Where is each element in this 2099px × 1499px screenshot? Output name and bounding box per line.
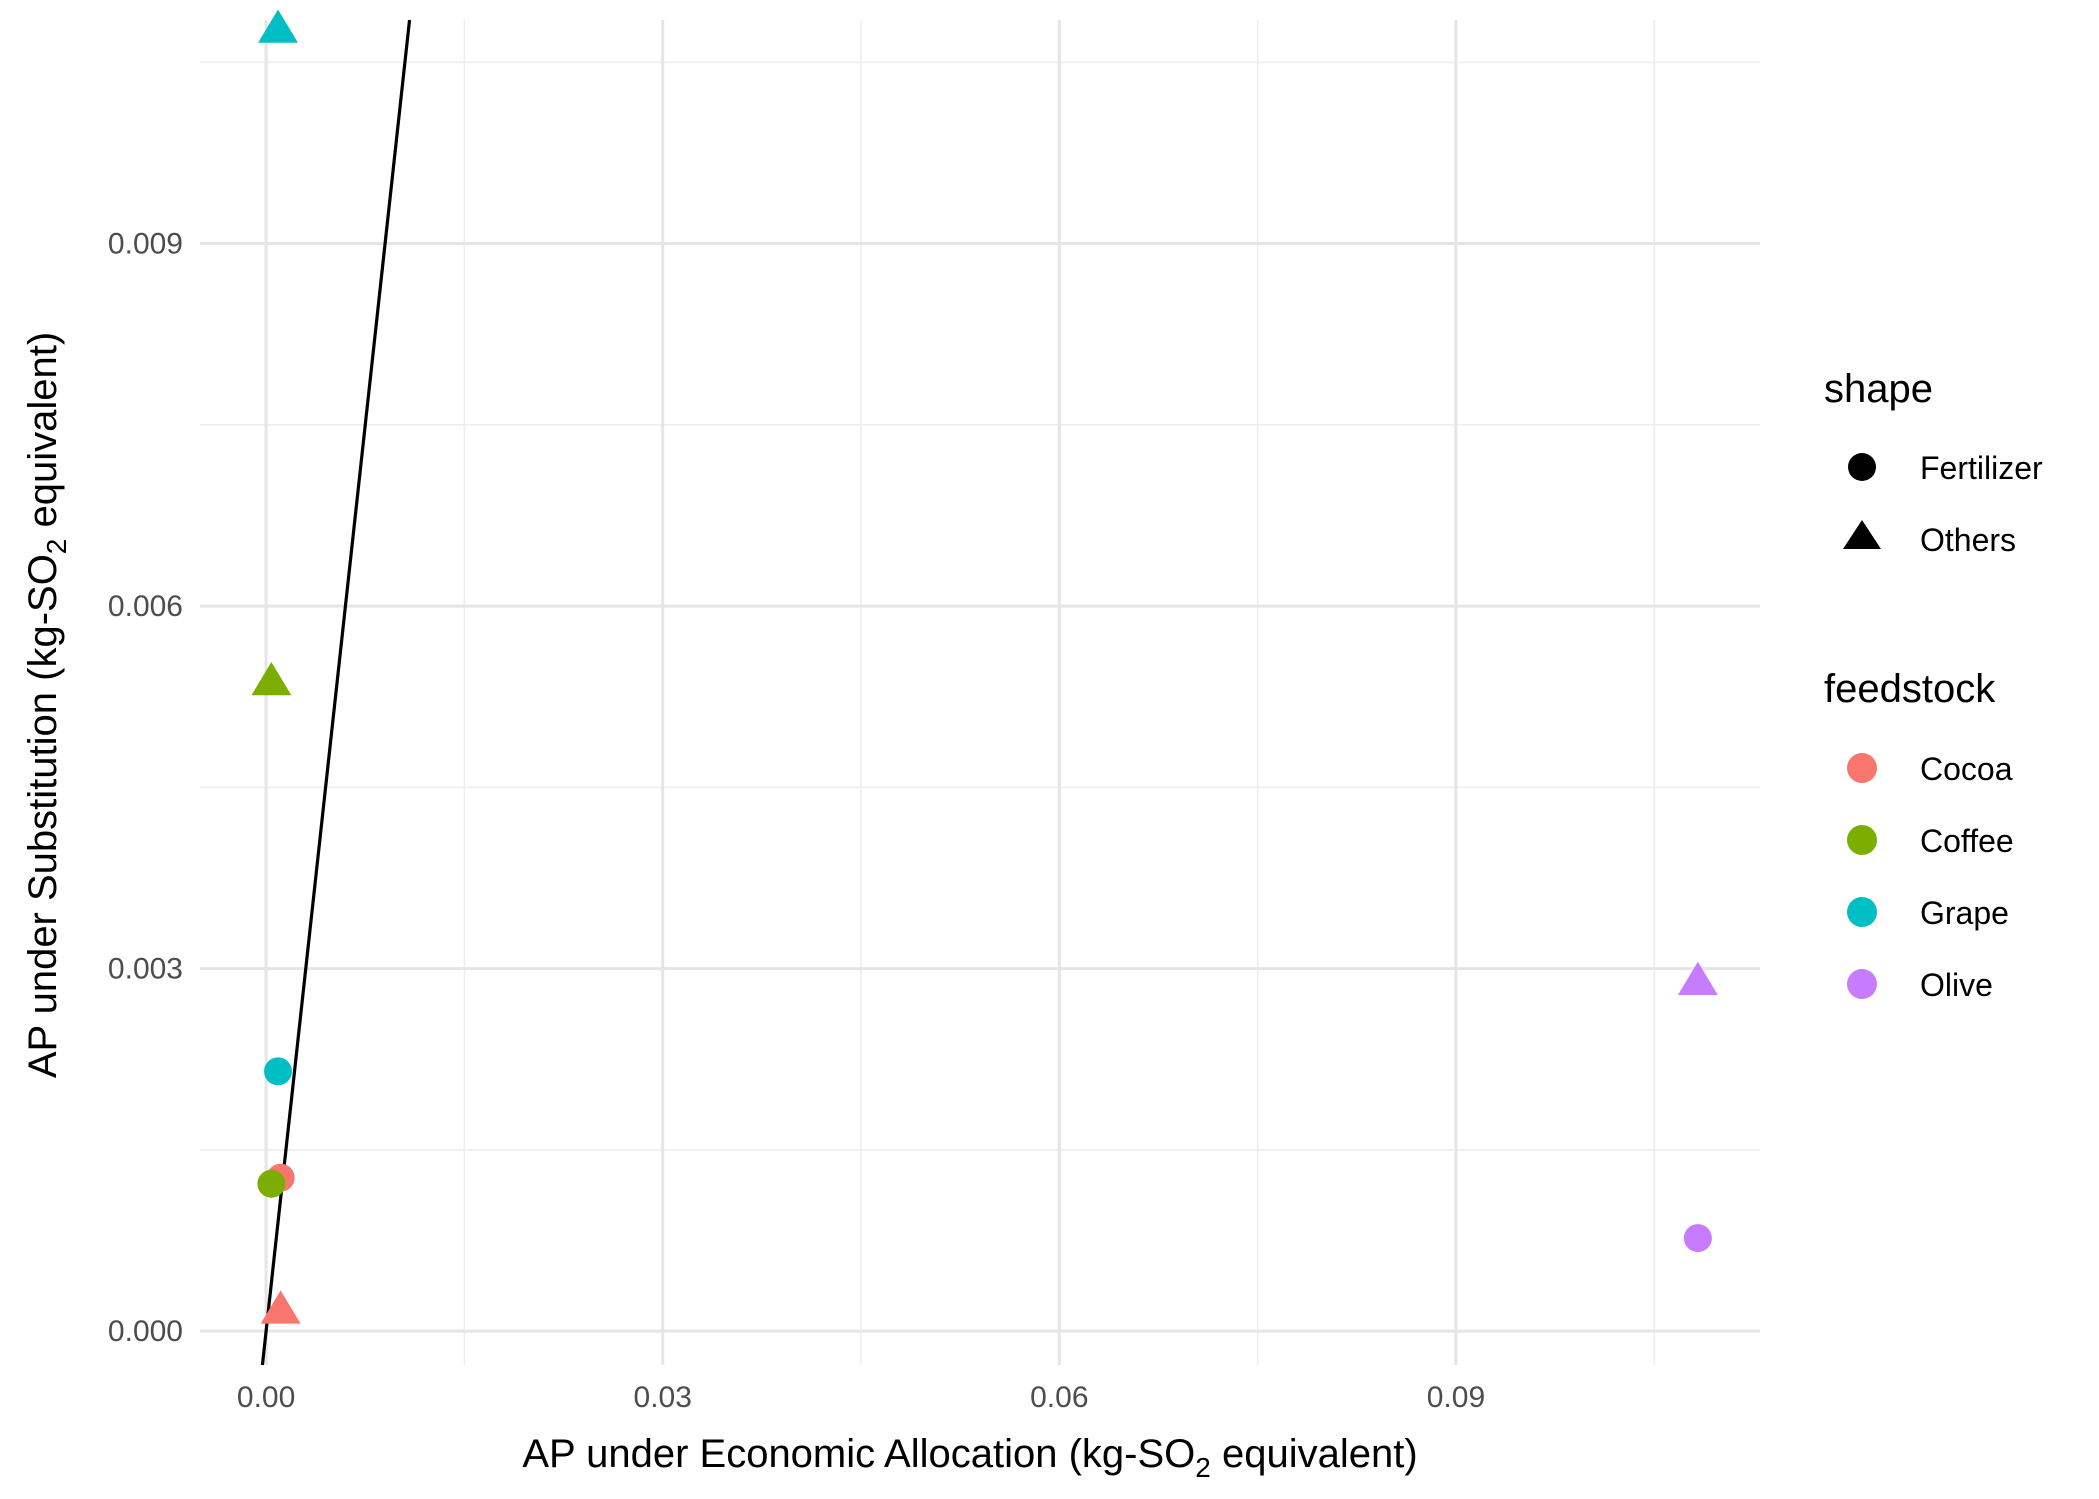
point-coffee-others — [251, 662, 292, 696]
reference-line-layer — [260, 19, 412, 1366]
legend-cocoa-label: Cocoa — [1920, 751, 2013, 787]
y-tick-label: 0.006 — [108, 590, 183, 623]
point-olive-fertilizer — [1683, 1224, 1712, 1253]
legend-coffee-key — [1847, 825, 1877, 855]
legend: shape Fertilizer Others feedstock Cocoa … — [1824, 367, 2043, 1003]
point-cocoa-others — [260, 1290, 301, 1324]
legend-olive-key — [1847, 969, 1877, 999]
y-tick-label: 0.000 — [108, 1315, 183, 1348]
legend-olive-label: Olive — [1920, 967, 1993, 1003]
y-axis-title: AP under Substitution (kg-SO2 equivalent… — [21, 332, 72, 1078]
point-grape-fertilizer — [264, 1057, 292, 1086]
x-tick-label: 0.03 — [634, 1381, 692, 1414]
legend-coffee-label: Coffee — [1920, 823, 2014, 859]
x-tick-label: 0.06 — [1030, 1381, 1088, 1414]
data-points — [251, 9, 1718, 1324]
legend-others-key — [1843, 520, 1881, 549]
point-coffee-fertilizer — [257, 1169, 286, 1198]
x-axis-title: AP under Economic Allocation (kg-SO2 equ… — [522, 1432, 1417, 1483]
reference-line — [260, 19, 412, 1366]
legend-shape-title: shape — [1824, 367, 1933, 411]
legend-fertilizer-label: Fertilizer — [1920, 450, 2043, 486]
point-olive-others — [1677, 961, 1718, 995]
legend-feedstock-title: feedstock — [1824, 667, 1996, 711]
x-tick-label: 0.00 — [237, 1381, 295, 1414]
legend-grape-key — [1847, 897, 1877, 927]
x-tick-label: 0.09 — [1427, 1381, 1485, 1414]
legend-grape-label: Grape — [1920, 895, 2009, 931]
legend-others-label: Others — [1920, 522, 2016, 558]
y-tick-label: 0.009 — [108, 228, 183, 261]
legend-fertilizer-key — [1848, 453, 1876, 481]
y-tick-label: 0.003 — [108, 953, 183, 986]
legend-cocoa-key — [1847, 753, 1877, 783]
axis-ticks: 0.00 0.03 0.06 0.09 0.000 0.003 0.006 0.009 — [108, 228, 1485, 1414]
grid-lines — [200, 20, 1760, 1365]
point-grape-others — [258, 9, 298, 43]
